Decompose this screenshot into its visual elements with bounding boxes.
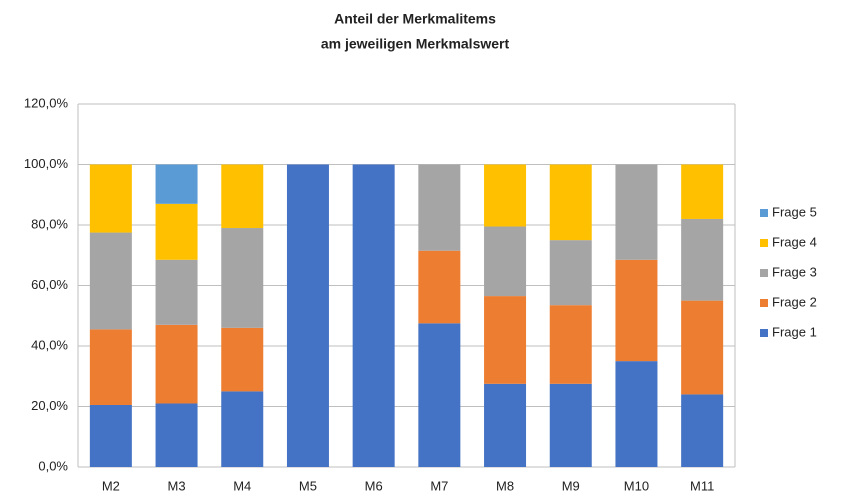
- bar-segment: [286, 164, 329, 467]
- bar-segment: [221, 391, 264, 467]
- bar-segment: [681, 300, 724, 395]
- x-tick-label: M3: [168, 478, 186, 493]
- x-tick-label: M7: [430, 478, 448, 493]
- legend-label: Frage 2: [772, 294, 817, 309]
- x-tick-label: M2: [102, 478, 120, 493]
- y-tick-label: 100,0%: [24, 156, 69, 171]
- legend-swatch: [760, 269, 768, 277]
- chart-title: Anteil der Merkmalitems: [334, 11, 496, 27]
- x-tick-label: M11: [690, 478, 714, 493]
- bar-segment: [418, 164, 461, 251]
- legend-swatch: [760, 239, 768, 247]
- bar-segment: [681, 164, 724, 219]
- y-tick-label: 0,0%: [38, 458, 68, 473]
- y-tick-label: 120,0%: [24, 95, 69, 110]
- bar-segment: [418, 250, 461, 324]
- bar-segment: [615, 259, 658, 362]
- legend-swatch: [760, 299, 768, 307]
- y-tick-label: 80,0%: [31, 216, 68, 231]
- bar-segment: [221, 228, 264, 328]
- x-tick-label: M8: [496, 478, 514, 493]
- bar-segment: [89, 232, 132, 330]
- bar-segment: [484, 164, 527, 227]
- bar-segment: [549, 240, 592, 306]
- bar-segment: [484, 226, 527, 297]
- bar-segment: [484, 296, 527, 384]
- bar-segment: [681, 394, 724, 467]
- bar-segment: [155, 259, 198, 325]
- legend-label: Frage 5: [772, 204, 817, 219]
- bar-segment: [352, 164, 395, 467]
- y-tick-label: 20,0%: [31, 398, 68, 413]
- bar-segment: [221, 164, 264, 229]
- bar-segment: [89, 404, 132, 467]
- x-tick-label: M4: [233, 478, 251, 493]
- chart-title: am jeweiligen Merkmalswert: [321, 36, 510, 52]
- bar-segment: [615, 361, 658, 467]
- bar-segment: [484, 383, 527, 467]
- bar-segment: [155, 164, 198, 204]
- bar-segment: [549, 164, 592, 241]
- legend-swatch: [760, 209, 768, 217]
- bar-segment: [221, 327, 264, 392]
- bar-segment: [89, 164, 132, 233]
- bar-segment: [681, 218, 724, 301]
- bar-segment: [549, 383, 592, 467]
- x-tick-label: M9: [562, 478, 580, 493]
- bar-segment: [615, 164, 658, 260]
- bar-segment: [155, 203, 198, 260]
- legend-label: Frage 3: [772, 264, 817, 279]
- legend-label: Frage 4: [772, 234, 817, 249]
- bar-segment: [418, 323, 461, 467]
- legend-swatch: [760, 329, 768, 337]
- bar-segment: [155, 324, 198, 404]
- y-tick-label: 40,0%: [31, 337, 68, 352]
- bar-segment: [549, 305, 592, 384]
- x-tick-label: M6: [365, 478, 383, 493]
- legend-label: Frage 1: [772, 324, 817, 339]
- x-tick-label: M5: [299, 478, 317, 493]
- bar-segment: [89, 329, 132, 405]
- bar-segment: [155, 403, 198, 467]
- y-tick-label: 60,0%: [31, 277, 68, 292]
- x-tick-label: M10: [624, 478, 649, 493]
